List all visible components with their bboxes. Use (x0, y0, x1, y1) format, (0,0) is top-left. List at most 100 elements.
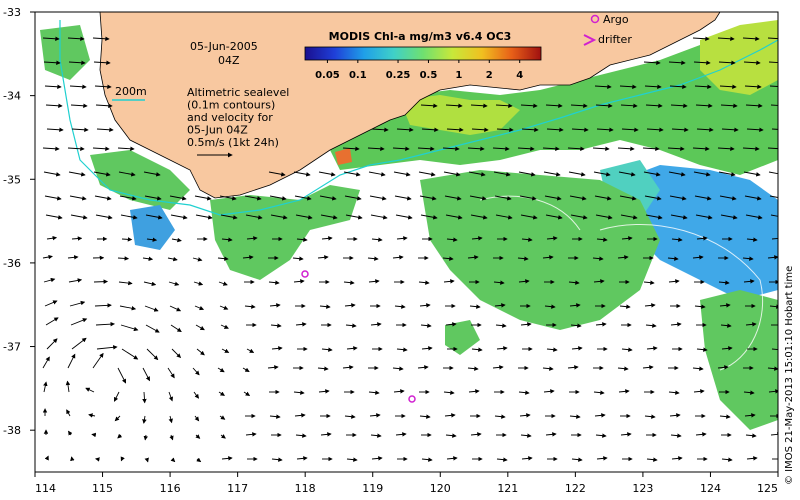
colorbar-tick-label: 2 (486, 70, 493, 81)
colorbar-labels: 0.05 0.1 0.25 0.5 1 2 4 (315, 60, 523, 81)
velocity-arrow (120, 214, 138, 220)
chl-patch-southwest-island (445, 320, 480, 355)
velocity-arrow (669, 195, 687, 201)
velocity-arrow (720, 103, 738, 109)
velocity-arrow (469, 195, 487, 201)
velocity-arrow (169, 434, 174, 441)
colorbar-tick-label: 0.5 (420, 70, 438, 81)
velocity-arrow (718, 280, 730, 285)
velocity-arrow (671, 237, 683, 242)
velocity-arrow (619, 84, 637, 90)
velocity-arrow (145, 324, 160, 333)
y-tick-label: -38 (3, 424, 21, 437)
velocity-arrow (695, 103, 713, 109)
velocity-arrow (246, 236, 258, 241)
velocity-arrow (467, 146, 485, 152)
velocity-arrow (42, 36, 60, 42)
x-tick-label: 115 (92, 482, 113, 495)
velocity-arrow (117, 256, 130, 261)
velocity-arrow (68, 430, 73, 436)
velocity-arrow (743, 390, 755, 395)
velocity-arrow (521, 456, 533, 461)
velocity-arrow (621, 347, 633, 352)
velocity-arrow (446, 237, 458, 242)
velocity-arrow (396, 127, 414, 133)
velocity-arrow (446, 127, 464, 133)
velocity-arrow (471, 236, 483, 241)
velocity-arrow (567, 365, 579, 370)
velocity-arrow (95, 214, 113, 220)
velocity-arrow (571, 457, 583, 462)
velocity-arrow (67, 255, 79, 260)
velocity-vectors (42, 36, 778, 463)
colorbar (304, 46, 542, 61)
velocity-arrow (496, 127, 514, 133)
velocity-arrow (642, 146, 660, 152)
colorbar-tick-label: 0.25 (386, 70, 411, 81)
velocity-arrow (493, 171, 511, 177)
velocity-arrow (545, 103, 563, 109)
y-tick-label: -34 (3, 90, 21, 103)
velocity-arrow (318, 171, 336, 177)
velocity-arrow (195, 324, 205, 331)
velocity-arrow (68, 278, 83, 283)
velocity-arrow (470, 432, 482, 437)
velocity-arrow (368, 390, 380, 395)
velocity-arrow (92, 352, 104, 369)
velocity-arrow (69, 84, 87, 90)
velocity-arrow (171, 237, 182, 243)
velocity-arrow (621, 127, 639, 133)
velocity-arrow (719, 84, 737, 90)
sealevel-contour (599, 224, 764, 371)
velocity-arrow (395, 214, 413, 220)
velocity-arrow (317, 255, 329, 260)
velocity-arrow (492, 146, 510, 152)
velocity-arrow (618, 389, 630, 394)
velocity-arrow (495, 103, 513, 109)
map-date: 05-Jun-2005 (190, 40, 258, 53)
velocity-arrow (743, 279, 755, 284)
velocity-arrow (646, 346, 658, 351)
velocity-arrow (494, 414, 506, 419)
velocity-arrow (292, 256, 304, 261)
velocity-arrow (768, 171, 778, 175)
x-tick-label: 121 (497, 482, 518, 495)
velocity-arrow (592, 146, 610, 152)
velocity-arrow (667, 146, 685, 152)
velocity-arrow (271, 346, 283, 351)
velocity-arrow (645, 323, 657, 328)
velocity-arrow (146, 237, 158, 242)
velocity-arrow (88, 413, 96, 418)
velocity-arrow (717, 36, 735, 42)
velocity-arrow (319, 304, 331, 309)
velocity-arrow (694, 304, 706, 309)
velocity-arrow (445, 433, 457, 438)
velocity-arrow (770, 104, 778, 106)
velocity-arrow (369, 195, 387, 201)
velocity-arrow (595, 103, 613, 109)
velocity-arrow (144, 305, 159, 312)
velocity-arrow (169, 195, 187, 201)
velocity-arrow (669, 413, 681, 418)
velocity-arrow (770, 214, 778, 217)
velocity-arrow (395, 432, 407, 437)
velocity-arrow (143, 171, 161, 177)
velocity-arrow (517, 146, 535, 152)
velocity-arrow (692, 36, 710, 42)
sealevel-note-line: Altimetric sealevel (187, 86, 289, 99)
velocity-arrow (445, 322, 457, 327)
chl-patch-shelf-east (330, 25, 778, 175)
velocity-arrow (242, 367, 250, 372)
velocity-arrow (245, 432, 257, 437)
velocity-arrow (121, 237, 133, 242)
velocity-arrow (667, 256, 679, 261)
velocity-arrow (394, 304, 406, 309)
velocity-arrow (370, 433, 382, 438)
land-australia (99, 12, 721, 199)
x-tick-label: 118 (295, 482, 316, 495)
velocity-arrow (568, 280, 580, 285)
velocity-arrow (445, 214, 463, 220)
velocity-arrow (319, 195, 337, 201)
velocity-arrow (418, 280, 430, 285)
velocity-arrow (271, 457, 283, 462)
